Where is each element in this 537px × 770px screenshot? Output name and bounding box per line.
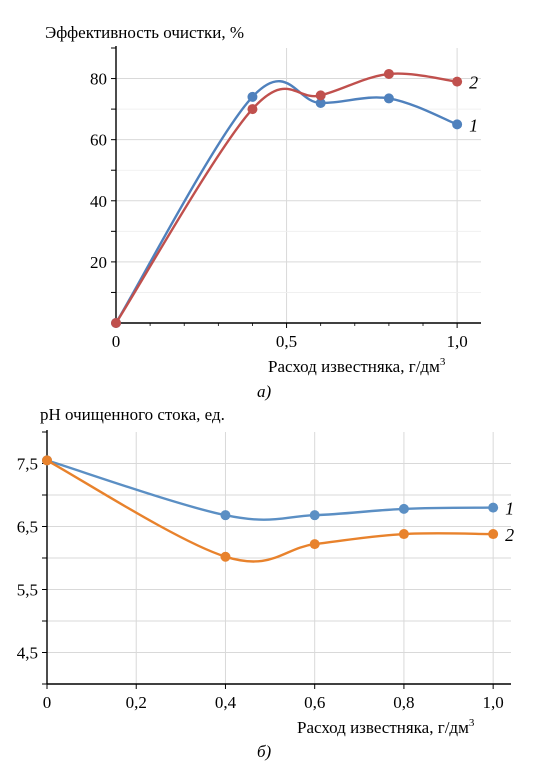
chart-b-x-tick-label: 0,2 [126, 693, 147, 712]
chart-a-x-tick-label: 0,5 [276, 332, 297, 351]
chart-b: 4,55,56,57,50 0,2 0,4 0,6 0,8 1,0 12 pH очище… [17, 405, 514, 761]
chart-b-y-tick-label: 4,5 [17, 644, 38, 663]
chart-a-series-1-point [247, 91, 258, 102]
chart-a-series-2-point [452, 76, 463, 87]
chart-b-ticks: 4,5 5,5 6,5 7,5 0 0,2 0,4 0,6 0,8 1,0 [17, 431, 504, 712]
chart-b-series-2-point [42, 455, 52, 466]
chart-a-series-2-point [111, 318, 121, 328]
chart-b-series-1-line [46, 459, 494, 521]
chart-b-xlabel-sup: 3 [469, 717, 475, 729]
chart-a-caption: а) [257, 382, 272, 401]
chart-b-y-tick-label: 6,5 [17, 518, 38, 537]
chart-b-caption: б) [257, 742, 272, 761]
chart-b-x-tick-label: 0,4 [215, 693, 237, 712]
chart-b-xlabel-text: Расход известняка, г/дм [297, 718, 469, 737]
chart-a-series-2-point [383, 68, 394, 79]
chart-a-y-tick-label: 60 [90, 131, 107, 150]
chart-a-xlabel-sup: 3 [440, 356, 446, 368]
chart-a-y-tick-label: 40 [90, 192, 107, 211]
chart-b-axes [46, 430, 511, 685]
chart-a-ticks: 20 40 60 80 0 0,5 1,0 [90, 47, 468, 351]
chart-a-y-tick-label: 80 [90, 70, 107, 89]
chart-a-series-1-point [383, 93, 394, 104]
chart-a-y-tick-label: 20 [90, 253, 107, 272]
chart-a-grid [116, 48, 481, 323]
chart-a-series-1-point [452, 119, 463, 130]
chart-b-series-2-point [309, 539, 320, 550]
chart-a-series-2-line [114, 72, 458, 324]
chart-b-x-tick-label: 1,0 [483, 693, 504, 712]
chart-a-series-label: 2 [469, 73, 478, 93]
chart-a-x-tick-label: 0 [112, 332, 121, 351]
chart-b-x-tick-label: 0 [43, 693, 52, 712]
chart-b-series-1-point [220, 510, 231, 521]
chart-a-axes [115, 46, 481, 324]
chart-b-xlabel: Расход известняка, г/дм3 [297, 717, 475, 737]
chart-b-ylabel: pH очищенного стока, ед. [40, 405, 225, 424]
chart-b-series-2-point [488, 529, 499, 540]
chart-a-xlabel-text: Расход известняка, г/дм [268, 357, 440, 376]
chart-b-series-1-point [488, 502, 499, 513]
chart-b-series-2-point [220, 551, 231, 562]
chart-b-series-label: 1 [505, 499, 514, 519]
chart-b-y-tick-label: 5,5 [17, 581, 38, 600]
chart-a-series-2-point [247, 104, 258, 115]
chart-b-series-1-point [398, 503, 409, 514]
chart-a-ylabel: Эффективность очистки, % [45, 23, 244, 42]
chart-b-series-2-point [398, 529, 409, 540]
chart-a-x-tick-label: 1,0 [446, 332, 467, 351]
chart-b-series-2-line [46, 459, 494, 563]
chart-b-x-tick-label: 0,6 [304, 693, 325, 712]
chart-b-x-tick-label: 0,8 [393, 693, 414, 712]
chart-b-grid [47, 432, 511, 684]
chart-a-series-label: 1 [469, 115, 478, 135]
chart-a-series-1-point [315, 98, 326, 108]
chart-b-series-1-point [309, 510, 320, 521]
chart-a-series: 12 [111, 68, 478, 328]
chart-b-y-tick-label: 7,5 [17, 455, 38, 474]
chart-b-series: 12 [42, 455, 514, 563]
chart-a-series-2-point [315, 90, 326, 101]
chart-b-series-label: 2 [505, 525, 514, 545]
chart-a-xlabel: Расход известняка, г/дм3 [268, 356, 446, 376]
